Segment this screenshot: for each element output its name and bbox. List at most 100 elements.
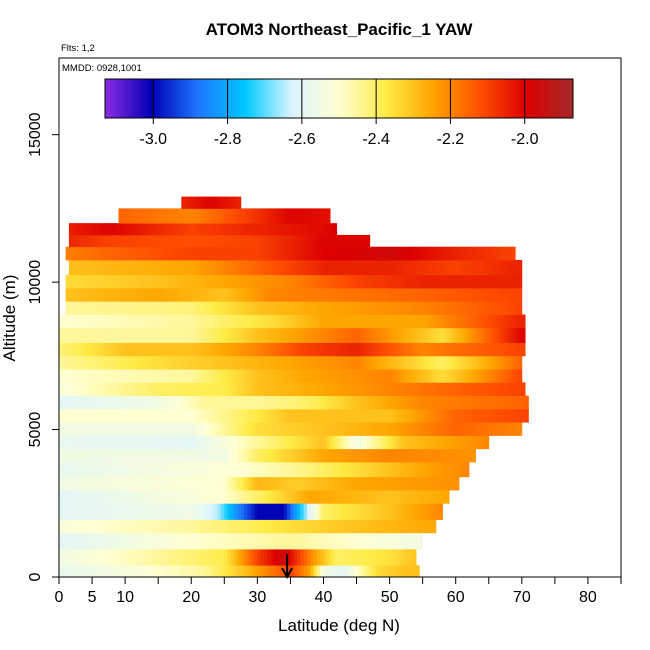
heatmap-cell <box>217 369 222 383</box>
heatmap-cell <box>125 382 129 397</box>
heatmap-cell <box>72 503 76 520</box>
heatmap-cell <box>303 548 308 566</box>
heatmap-cell <box>346 355 351 370</box>
heatmap-cell <box>373 395 377 410</box>
heatmap-cell <box>144 435 149 450</box>
heatmap-cell <box>511 288 516 302</box>
heatmap-cell <box>356 519 361 534</box>
heatmap-cell <box>171 548 176 566</box>
heatmap-cell <box>234 448 238 463</box>
heatmap-cell <box>234 532 238 550</box>
heatmap-cell <box>220 519 225 534</box>
heatmap-cell <box>402 435 407 450</box>
heatmap-cell <box>85 342 90 357</box>
heatmap-cell <box>359 234 364 248</box>
heatmap-cell <box>455 369 460 383</box>
heatmap-cell <box>386 422 390 436</box>
heatmap-cell <box>154 490 159 504</box>
heatmap-cell <box>293 327 298 343</box>
heatmap-cell <box>359 422 364 436</box>
heatmap-cell <box>349 461 354 478</box>
heatmap-cell <box>409 382 414 397</box>
heatmap-cell <box>452 435 457 450</box>
heatmap-cell <box>237 342 242 357</box>
heatmap-cell <box>171 208 176 224</box>
heatmap-cell <box>270 223 275 236</box>
heatmap-cell <box>105 408 109 423</box>
heatmap-cell <box>366 503 371 520</box>
heatmap-cell <box>254 476 258 491</box>
heatmap-cell <box>59 408 63 423</box>
heatmap-cell <box>197 422 202 436</box>
heatmap-cell <box>108 327 113 343</box>
heatmap-cell <box>343 288 348 302</box>
heatmap-cell <box>326 314 331 329</box>
colorbar-tick-label: -2.8 <box>214 131 242 148</box>
heatmap-cell <box>363 408 367 423</box>
heatmap-cell <box>88 260 93 276</box>
heatmap-cell <box>280 565 285 577</box>
heatmap-cell <box>293 476 298 491</box>
heatmap-cell <box>359 565 364 577</box>
heatmap-cell <box>257 301 262 315</box>
heatmap-cell <box>468 260 473 276</box>
heatmap-cell <box>75 314 80 329</box>
heatmap-cell <box>247 490 252 504</box>
heatmap-cell <box>68 369 73 383</box>
heatmap-cell <box>297 448 301 463</box>
heatmap-cell <box>422 369 427 383</box>
heatmap-cell <box>283 408 288 423</box>
heatmap-cell <box>75 435 80 450</box>
heatmap-cell <box>194 260 199 276</box>
heatmap-cell <box>151 260 156 276</box>
heatmap-cell <box>505 395 509 410</box>
heatmap-cell <box>194 461 199 478</box>
heatmap-cell <box>121 327 126 343</box>
heatmap-cell <box>144 548 149 566</box>
heatmap-cell <box>263 314 268 329</box>
heatmap-cell <box>346 548 351 566</box>
heatmap-cell <box>217 327 222 343</box>
heatmap-cell <box>468 435 473 450</box>
heatmap-cell <box>389 369 394 383</box>
heatmap-cell <box>267 208 271 224</box>
heatmap-cell <box>300 448 305 463</box>
heatmap-cell <box>340 355 344 370</box>
heatmap-cell <box>240 382 245 397</box>
heatmap-cell <box>495 246 500 261</box>
heatmap-cell <box>478 314 483 329</box>
heatmap-cell <box>300 260 305 276</box>
heatmap-cell <box>396 395 400 410</box>
heatmap-cell <box>406 408 410 423</box>
heatmap-cell <box>439 301 443 315</box>
heatmap-cell <box>168 355 172 370</box>
heatmap-cell <box>396 519 400 534</box>
heatmap-cell <box>449 246 453 261</box>
heatmap-cell <box>263 327 268 343</box>
heatmap-cell <box>105 327 109 343</box>
heatmap-cell <box>392 301 397 315</box>
heatmap-cell <box>201 490 205 504</box>
heatmap-cell <box>82 490 86 504</box>
heatmap-cell <box>164 408 169 423</box>
heatmap-cell <box>287 395 291 410</box>
heatmap-cell <box>68 314 73 329</box>
heatmap-cell <box>95 301 100 315</box>
heatmap-cell <box>244 234 248 248</box>
heatmap-cell <box>171 565 176 577</box>
heatmap-cell <box>72 274 76 289</box>
heatmap-cell <box>492 355 496 370</box>
heatmap-cell <box>181 476 186 491</box>
heatmap-cell <box>211 260 215 276</box>
heatmap-cell <box>330 274 334 289</box>
heatmap-cell <box>353 565 357 577</box>
heatmap-cell <box>416 369 420 383</box>
heatmap-cell <box>270 369 275 383</box>
heatmap-cell <box>98 503 103 520</box>
heatmap-cell <box>263 435 268 450</box>
heatmap-cell <box>336 327 341 343</box>
heatmap-cell <box>303 327 308 343</box>
heatmap-cell <box>201 260 205 276</box>
heatmap-cell <box>141 490 146 504</box>
